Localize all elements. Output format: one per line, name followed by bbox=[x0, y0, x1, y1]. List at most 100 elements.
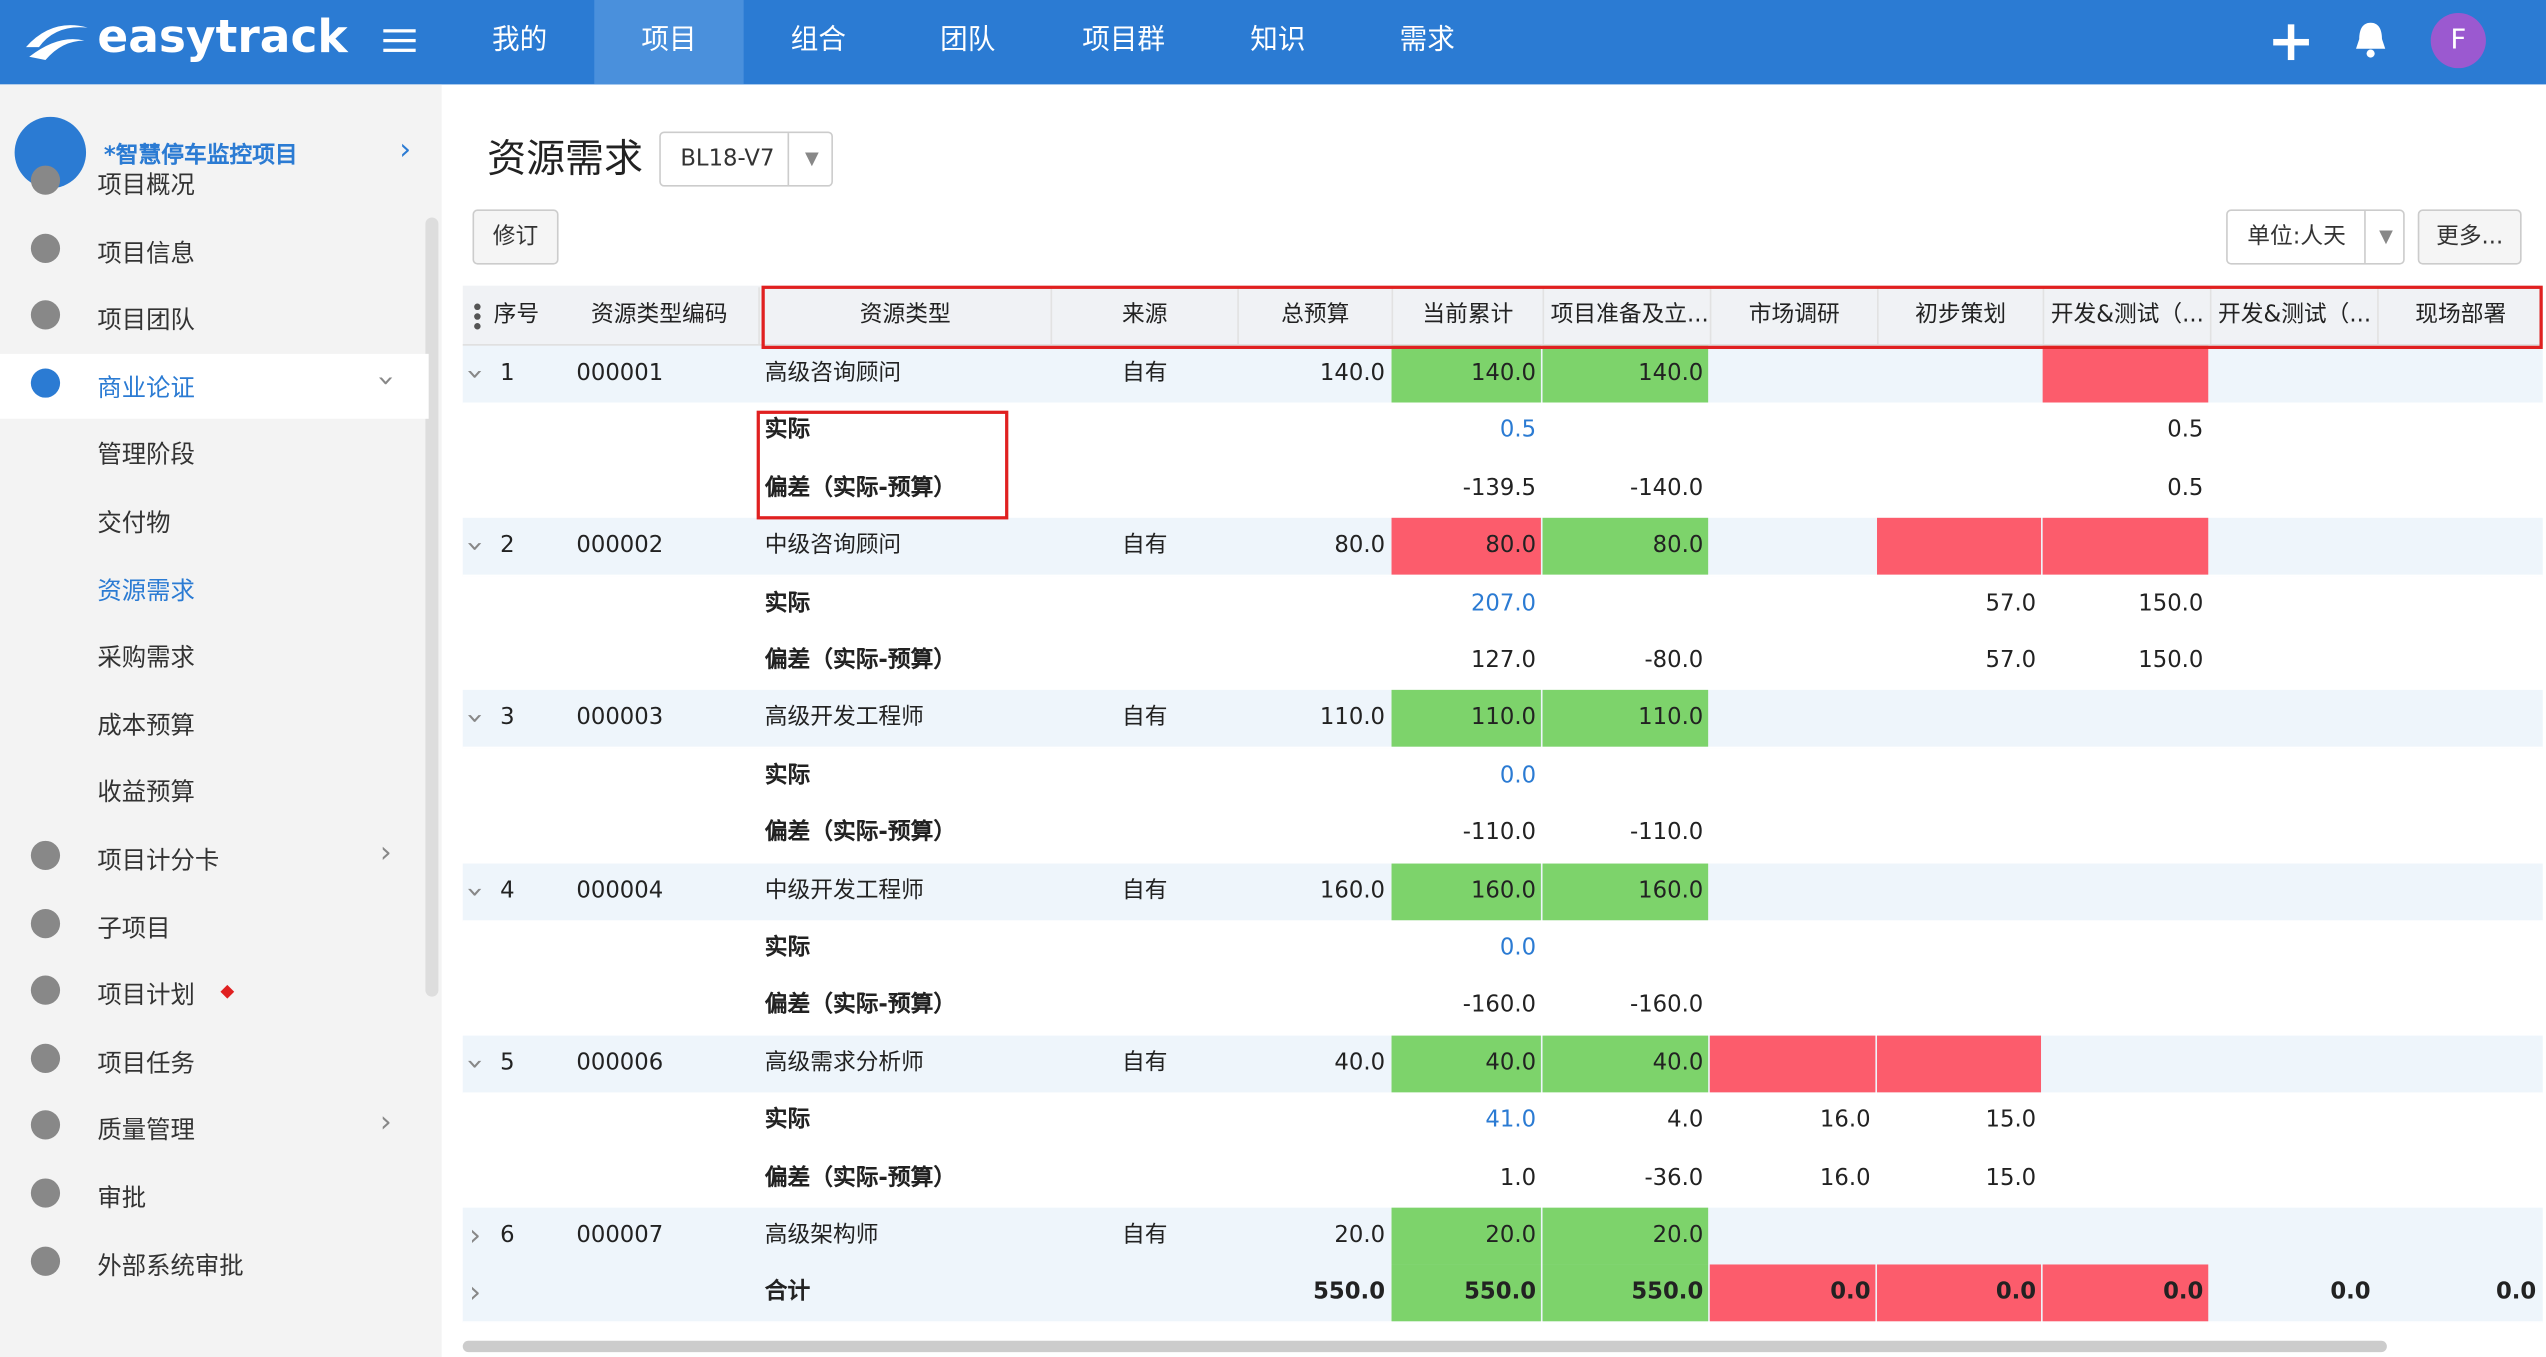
sidebar-item[interactable]: 项目计划 bbox=[97, 980, 195, 1010]
sidebar-item[interactable]: 交付物 bbox=[97, 508, 171, 538]
table-cell: -36.0 bbox=[1644, 1164, 1704, 1191]
table-cell: 40.0 bbox=[1485, 1049, 1537, 1076]
cell-fill bbox=[2042, 1265, 2209, 1322]
table-cell: 自有 bbox=[1121, 532, 1168, 559]
nav-item[interactable]: 我的 bbox=[491, 24, 548, 57]
table-cell: 000002 bbox=[576, 532, 664, 559]
cell-fill bbox=[1877, 1035, 2042, 1093]
table-cell[interactable]: 207.0 bbox=[1470, 590, 1537, 617]
column-header[interactable]: 市场调研 bbox=[1709, 287, 1877, 345]
project-name[interactable]: *智慧停车监控项目 bbox=[103, 142, 298, 169]
logo-icon bbox=[25, 25, 88, 61]
bell-icon[interactable] bbox=[2353, 19, 2389, 58]
sidebar-item[interactable]: 采购需求 bbox=[97, 643, 195, 673]
item-icon bbox=[30, 233, 61, 263]
table-cell: 000007 bbox=[576, 1222, 664, 1249]
column-header[interactable]: 开发&测试（... bbox=[2042, 287, 2210, 345]
logo[interactable]: easytrack bbox=[97, 9, 348, 64]
top-bar: easytrack 我的 项目 组合 团队 项目群 知识 需求 F bbox=[0, 0, 2546, 85]
table-cell: 550.0 bbox=[1464, 1279, 1537, 1306]
table-cell: -110.0 bbox=[1629, 820, 1704, 846]
table-cell[interactable]: 0.5 bbox=[1499, 417, 1537, 444]
sidebar-item[interactable]: 外部系统审批 bbox=[97, 1250, 244, 1281]
active-bg bbox=[0, 353, 429, 419]
expand-arrow[interactable]: › bbox=[379, 1106, 392, 1141]
nav-item[interactable]: 组合 bbox=[790, 24, 846, 57]
project-arrow[interactable]: › bbox=[399, 133, 412, 168]
table-cell: -80.0 bbox=[1644, 647, 1704, 674]
column-header[interactable]: 资源类型 bbox=[758, 287, 1050, 345]
table-cell: 57.0 bbox=[1985, 590, 2037, 617]
table-cell: 0.5 bbox=[2167, 417, 2204, 444]
cell-fill bbox=[1391, 345, 1541, 403]
nav-item[interactable]: 团队 bbox=[940, 24, 996, 57]
add-icon[interactable] bbox=[2270, 21, 2312, 63]
table-cell: 3 bbox=[500, 705, 515, 732]
annotation-box bbox=[756, 410, 1009, 520]
cell-fill bbox=[1709, 1035, 1876, 1093]
column-header[interactable]: 序号 bbox=[493, 301, 540, 328]
sidebar-item[interactable]: 项目计分卡 bbox=[97, 845, 220, 875]
sidebar-item[interactable]: 资源需求 bbox=[97, 575, 195, 605]
table-cell: 160.0 bbox=[1638, 877, 1704, 904]
table-cell[interactable]: 41.0 bbox=[1485, 1107, 1537, 1134]
sidebar-item[interactable]: 成本预算 bbox=[97, 710, 195, 740]
h-scrollbar bbox=[462, 1340, 2387, 1353]
sidebar-item[interactable]: 质量管理 bbox=[97, 1115, 195, 1145]
table-row bbox=[462, 977, 2543, 1037]
sidebar-item[interactable]: 收益预算 bbox=[97, 778, 195, 808]
nav-item[interactable]: 知识 bbox=[1250, 24, 1306, 57]
item-icon bbox=[30, 840, 61, 871]
expand-arrow[interactable]: › bbox=[379, 835, 392, 871]
sidebar-item[interactable]: 项目信息 bbox=[97, 237, 195, 268]
drag-handle[interactable] bbox=[471, 302, 484, 331]
table-cell: -139.5 bbox=[1462, 475, 1537, 502]
sidebar-item[interactable]: 审批 bbox=[97, 1183, 147, 1213]
table-cell[interactable]: 0.0 bbox=[1499, 762, 1537, 789]
column-header[interactable]: 现场部署 bbox=[2377, 287, 2543, 345]
column-header[interactable]: 来源 bbox=[1050, 287, 1238, 345]
column-header[interactable]: 初步策划 bbox=[1877, 287, 2043, 345]
sidebar-item[interactable]: 项目团队 bbox=[97, 305, 195, 335]
annotation-box bbox=[761, 285, 2543, 349]
sidebar-item[interactable]: 项目任务 bbox=[97, 1048, 195, 1078]
table-cell: 0.0 bbox=[2330, 1279, 2371, 1306]
unit-select[interactable]: 单位:人天 ▼ bbox=[2226, 209, 2405, 265]
table-row bbox=[462, 1150, 2543, 1209]
item-icon bbox=[30, 1178, 61, 1208]
cell-fill bbox=[1391, 862, 1541, 920]
sidebar-item[interactable]: 管理阶段 bbox=[97, 440, 195, 470]
row-toggle[interactable]: › bbox=[469, 1276, 481, 1311]
nav-item[interactable]: 需求 bbox=[1399, 24, 1455, 57]
table-cell: 高级需求分析师 bbox=[764, 1049, 924, 1076]
column-header[interactable]: 开发&测试（... bbox=[2209, 287, 2377, 345]
column-header[interactable]: 资源类型编码 bbox=[591, 301, 728, 328]
table-cell: -110.0 bbox=[1462, 820, 1537, 846]
nav-item[interactable]: 项目 bbox=[594, 0, 744, 85]
column-header[interactable]: 总预算 bbox=[1237, 287, 1391, 345]
sidebar-item[interactable]: 商业论证 bbox=[97, 373, 195, 403]
sidebar-item[interactable]: 项目概况 bbox=[97, 170, 195, 200]
sidebar-item[interactable]: 子项目 bbox=[97, 913, 171, 943]
table-cell: 20.0 bbox=[1485, 1222, 1537, 1249]
column-header[interactable]: 项目准备及立... bbox=[1542, 287, 1710, 345]
avatar[interactable]: F bbox=[2430, 12, 2486, 69]
table-cell[interactable]: 0.0 bbox=[1499, 934, 1537, 961]
nav-item[interactable]: 项目群 bbox=[1082, 24, 1166, 57]
more-button[interactable]: 更多... bbox=[2417, 209, 2522, 265]
menu-icon[interactable] bbox=[383, 26, 419, 55]
cell-fill bbox=[1709, 1265, 1876, 1322]
table-cell: 110.0 bbox=[1319, 705, 1386, 732]
table-cell: 4.0 bbox=[1667, 1107, 1704, 1134]
expand-arrow[interactable]: › bbox=[368, 374, 403, 387]
revise-button[interactable]: 修订 bbox=[472, 209, 559, 265]
table-cell: -160.0 bbox=[1629, 992, 1704, 1019]
table-row bbox=[462, 575, 2543, 635]
table-cell: 高级咨询顾问 bbox=[764, 360, 902, 387]
row-toggle[interactable]: › bbox=[469, 1219, 481, 1254]
column-header[interactable]: 当前累计 bbox=[1391, 287, 1543, 345]
cell-fill bbox=[1877, 518, 2042, 575]
version-select[interactable]: BL18-V7 ▼ bbox=[659, 131, 833, 187]
table-row bbox=[462, 920, 2543, 979]
